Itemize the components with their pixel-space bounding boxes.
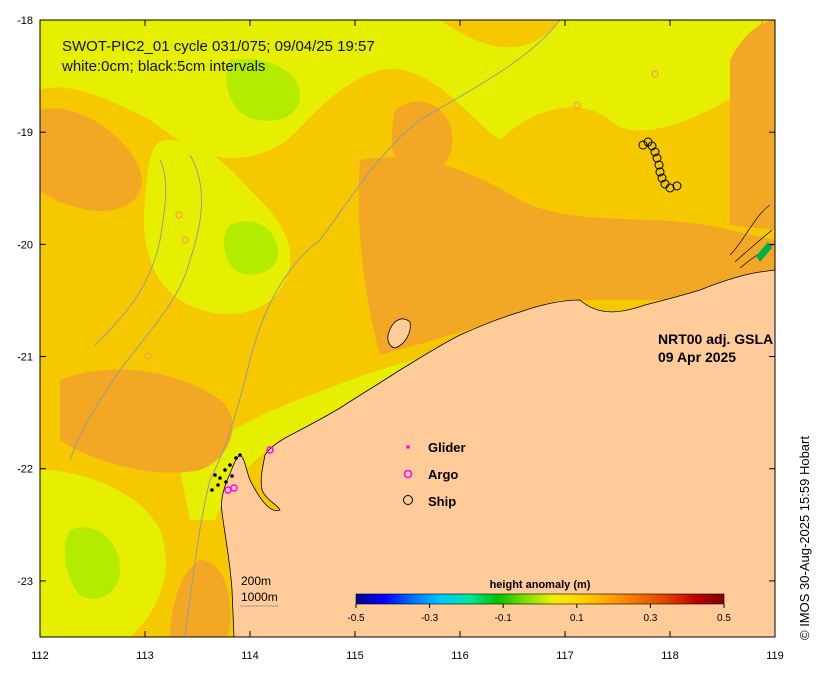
- glider-cluster: [210, 453, 242, 492]
- land-island: [387, 318, 411, 349]
- argo-floats: [224, 446, 274, 494]
- y-tick-label: -21: [17, 352, 33, 364]
- x-tick-label: 116: [451, 650, 469, 662]
- anomaly-high-sw-corner: [170, 560, 231, 637]
- product-date: 09 Apr 2025: [658, 349, 736, 365]
- colorbar-tick-label: 0.1: [570, 613, 584, 624]
- x-tick-label: 117: [556, 650, 574, 662]
- colorbar-tick-label: -0.1: [495, 613, 513, 624]
- bathymetry-contour-200m: [184, 20, 561, 637]
- y-tick-label: -22: [17, 464, 33, 476]
- anomaly-lowest-1: [226, 59, 300, 121]
- anomaly-high-west: [40, 108, 142, 211]
- x-tick-label: 112: [31, 650, 49, 662]
- colorbar-title: height anomaly (m): [490, 579, 591, 591]
- colorbar: [355, 593, 725, 605]
- ship-legend-symbol: [403, 495, 413, 505]
- x-tick-label: 118: [661, 650, 679, 662]
- copyright-text: © IMOS 30-Aug-2025 15:59 Hobart: [797, 436, 812, 640]
- anomaly-lowest-3: [64, 527, 120, 599]
- argo-floats-faded: [144, 70, 659, 360]
- bathymetry-contour-1000m: [69, 154, 202, 461]
- map-title-line1: SWOT-PIC2_01 cycle 031/075; 09/04/25 19:…: [62, 38, 375, 55]
- legend-label-ship: Ship: [428, 494, 456, 509]
- y-axis: -18 -19 -20 -21 -22 -23: [17, 15, 775, 588]
- y-tick-label: -23: [17, 576, 33, 588]
- ship-track: [638, 137, 682, 193]
- x-tick-label: 119: [766, 650, 784, 662]
- land-australia: [221, 269, 775, 637]
- colorbar-ticks: -0.5 -0.3 -0.1 0.1 0.3 0.5: [347, 604, 731, 624]
- plot-frame: [39, 19, 776, 638]
- anomaly-high-ne: [730, 20, 775, 230]
- green-anomaly-patch: [756, 242, 772, 262]
- y-tick-label: -19: [17, 127, 33, 139]
- map-plot-area: [40, 20, 775, 637]
- scale-label-1000m: 1000m: [241, 590, 278, 604]
- swot-swath-edge: [744, 20, 763, 263]
- anomaly-lowest-2: [223, 221, 279, 275]
- scale-label-200m: 200m: [241, 574, 271, 588]
- colorbar-tick-label: -0.3: [421, 613, 439, 624]
- anomaly-high-east: [358, 157, 775, 355]
- anomaly-low-north: [40, 20, 775, 159]
- y-tick-label: -20: [17, 239, 33, 251]
- colorbar-tick-label: 0.5: [717, 613, 731, 624]
- colorbar-tick-label: -0.5: [347, 613, 365, 624]
- x-axis: 112 113 114 115 116 117 118 119: [31, 20, 784, 662]
- legend-label-glider: Glider: [428, 440, 466, 455]
- glider-legend-symbol: [406, 445, 410, 449]
- legend: Glider Argo Ship: [403, 440, 466, 509]
- map-title-line2: white:0cm; black:5cm intervals: [61, 58, 265, 75]
- x-tick-label: 113: [136, 650, 154, 662]
- x-tick-label: 114: [241, 650, 259, 662]
- x-tick-label: 115: [346, 650, 364, 662]
- colorbar-tick-label: 0.3: [643, 613, 657, 624]
- legend-label-argo: Argo: [428, 467, 458, 482]
- anomaly-high-north: [391, 101, 453, 179]
- product-label: NRT00 adj. GSLA: [658, 331, 773, 347]
- y-tick-label: -18: [17, 15, 33, 27]
- argo-legend-symbol: [403, 469, 413, 479]
